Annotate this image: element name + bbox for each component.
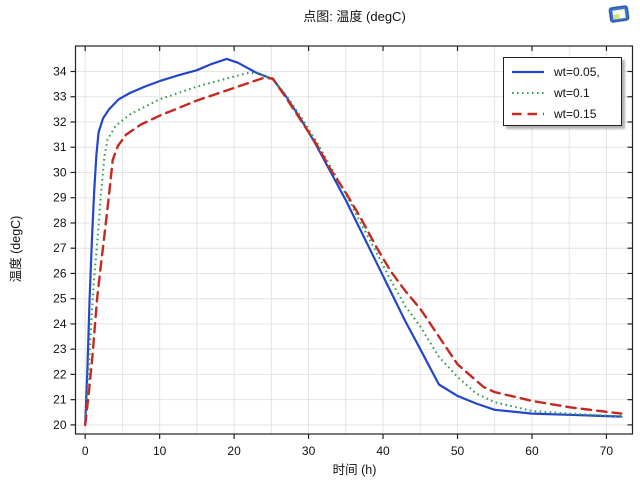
svg-text:30: 30 <box>53 165 67 179</box>
legend: wt=0.05, wt=0.1 wt=0.15 <box>503 57 622 126</box>
svg-text:26: 26 <box>53 266 67 280</box>
svg-text:34: 34 <box>53 64 67 78</box>
legend-label: wt=0.05, <box>554 64 600 79</box>
svg-text:40: 40 <box>376 444 390 458</box>
svg-text:50: 50 <box>451 444 465 458</box>
axis-ticks <box>70 46 633 439</box>
legend-item: wt=0.15 <box>510 103 621 124</box>
svg-text:32: 32 <box>53 115 67 129</box>
legend-label: wt=0.1 <box>554 85 590 100</box>
legend-line-sample <box>512 112 544 115</box>
svg-text:33: 33 <box>53 90 67 104</box>
svg-text:20: 20 <box>227 444 241 458</box>
plot-window-icon <box>605 2 633 26</box>
y-tick-labels: 20 21 22 23 24 25 26 27 28 29 30 31 32 33 34 <box>53 64 67 431</box>
svg-text:70: 70 <box>600 444 614 458</box>
svg-text:60: 60 <box>525 444 539 458</box>
legend-item: wt=0.05, <box>510 61 621 82</box>
plot-title: 点图: 温度 (degC) <box>303 9 406 24</box>
series-line-2 <box>83 76 623 427</box>
y-axis-label: 温度 (degC) <box>9 215 23 283</box>
svg-text:31: 31 <box>53 140 67 154</box>
svg-text:0: 0 <box>82 444 89 458</box>
legend-label: wt=0.15 <box>554 106 597 121</box>
legend-item: wt=0.1 <box>510 82 621 103</box>
svg-text:30: 30 <box>302 444 316 458</box>
svg-text:20: 20 <box>53 418 67 432</box>
series-line-0 <box>84 57 623 426</box>
svg-text:10: 10 <box>153 444 167 458</box>
plot-frame <box>74 45 634 435</box>
legend-line-sample <box>512 91 544 94</box>
svg-text:21: 21 <box>53 393 67 407</box>
x-axis-label: 时间 (h) <box>332 463 377 477</box>
x-tick-labels: 0 10 20 30 40 50 60 70 <box>82 444 614 458</box>
svg-text:25: 25 <box>53 292 67 306</box>
legend-line-sample <box>512 70 544 73</box>
svg-text:27: 27 <box>53 241 67 255</box>
svg-text:28: 28 <box>53 216 67 230</box>
svg-text:22: 22 <box>53 367 67 381</box>
svg-text:29: 29 <box>53 191 67 205</box>
svg-text:24: 24 <box>53 317 67 331</box>
svg-text:23: 23 <box>53 342 67 356</box>
